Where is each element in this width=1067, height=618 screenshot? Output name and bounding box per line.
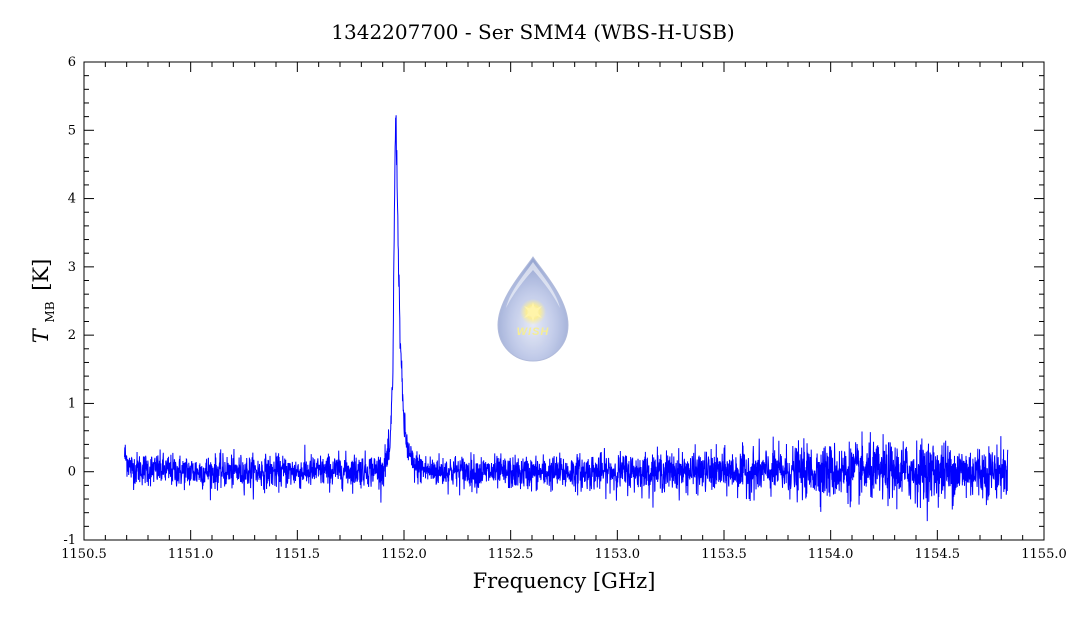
x-tick-label: 1152.5	[488, 547, 534, 562]
x-tick-label: 1155.0	[1021, 547, 1067, 562]
y-axis-label-unit: [K]	[29, 259, 53, 291]
x-tick-label: 1153.0	[595, 547, 641, 562]
x-axis-label: Frequency [GHz]	[473, 569, 656, 593]
y-tick-label: 3	[68, 260, 76, 275]
plot-frame	[83, 61, 1045, 541]
wish-droplet-logo: WISH	[497, 256, 569, 362]
droplet-highlight	[506, 262, 560, 308]
y-tick-label: 0	[68, 465, 76, 480]
x-tick-label: 1151.5	[275, 547, 321, 562]
y-tick-label: -1	[63, 533, 76, 548]
y-axis-label-subscript: MB	[43, 301, 57, 322]
y-axis-label: T MB [K]	[29, 259, 59, 344]
axis-ticks	[83, 61, 1045, 541]
y-tick-label: 6	[68, 55, 76, 70]
spectrum-line-series	[124, 115, 1009, 522]
axis-tick-labels: 1150.5 1151.0 1151.5 1152.0 1152.5 1153.0 1153…	[61, 55, 1067, 562]
x-tick-label: 1153.5	[701, 547, 747, 562]
x-tick-label: 1152.0	[381, 547, 427, 562]
star-icon	[524, 302, 542, 322]
x-tick-label: 1151.0	[168, 547, 214, 562]
x-tick-label: 1150.5	[61, 547, 107, 562]
svg-text:T MB [K]: T MB [K]	[29, 259, 59, 344]
y-axis-label-symbol: T	[29, 327, 53, 343]
x-tick-label: 1154.5	[915, 547, 961, 562]
x-tick-label: 1154.0	[808, 547, 854, 562]
y-tick-label: 2	[68, 328, 76, 343]
logo-text: WISH	[517, 326, 550, 338]
y-tick-label: 5	[68, 123, 76, 138]
y-tick-label: 4	[68, 192, 76, 207]
y-tick-label: 1	[68, 396, 76, 411]
chart-title: 1342207700 - Ser SMM4 (WBS-H-USB)	[331, 20, 734, 44]
